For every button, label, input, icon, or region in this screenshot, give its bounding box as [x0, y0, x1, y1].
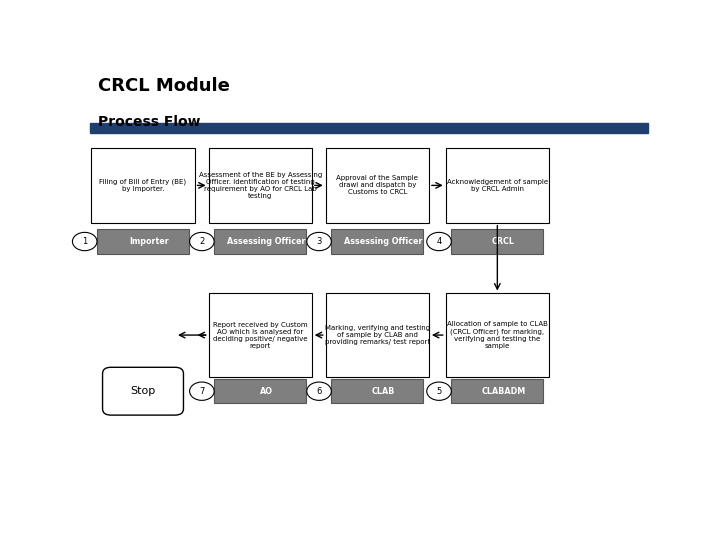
Text: 2: 2 — [199, 237, 204, 246]
Text: CRCL: CRCL — [492, 237, 515, 246]
Text: Acknowledgement of sample
by CRCL Admin: Acknowledgement of sample by CRCL Admin — [447, 179, 548, 192]
Text: Marking, verifying and testing
of sample by CLAB and
providing remarks/ test rep: Marking, verifying and testing of sample… — [325, 325, 430, 345]
Text: Report received by Custom
AO which is analysed for
deciding positive/ negative
r: Report received by Custom AO which is an… — [213, 321, 307, 349]
FancyBboxPatch shape — [325, 294, 429, 377]
Text: Allocation of sample to CLAB
(CRCL Officer) for marking,
verifying and testing t: Allocation of sample to CLAB (CRCL Offic… — [447, 321, 548, 349]
Text: Importer: Importer — [130, 237, 169, 246]
Text: CRCL Module: CRCL Module — [99, 77, 230, 95]
Text: Assessing Officer: Assessing Officer — [227, 237, 305, 246]
Text: Process Flow: Process Flow — [99, 114, 201, 129]
Text: 4: 4 — [436, 237, 441, 246]
FancyBboxPatch shape — [331, 230, 423, 254]
Circle shape — [427, 232, 451, 251]
Circle shape — [307, 382, 331, 400]
FancyBboxPatch shape — [325, 148, 429, 223]
FancyBboxPatch shape — [446, 294, 549, 377]
Text: 7: 7 — [199, 387, 204, 396]
FancyBboxPatch shape — [331, 379, 423, 403]
Text: Assessment of the BE by Assessing
Officer. Identification of testing
requirement: Assessment of the BE by Assessing Office… — [199, 172, 322, 199]
FancyBboxPatch shape — [209, 294, 312, 377]
Bar — [90, 123, 648, 133]
Text: Filing of Bill of Entry (BE)
by Importer.: Filing of Bill of Entry (BE) by Importer… — [99, 179, 186, 192]
Text: AO: AO — [260, 387, 273, 396]
FancyBboxPatch shape — [97, 230, 189, 254]
FancyBboxPatch shape — [102, 367, 184, 415]
Text: Stop: Stop — [130, 386, 156, 396]
Text: CLAB: CLAB — [372, 387, 395, 396]
FancyBboxPatch shape — [214, 230, 306, 254]
FancyBboxPatch shape — [451, 379, 544, 403]
Circle shape — [189, 382, 214, 400]
Text: Approval of the Sample
drawl and dispatch by
Customs to CRCL: Approval of the Sample drawl and dispatc… — [336, 176, 418, 195]
Text: 1: 1 — [82, 237, 87, 246]
Circle shape — [307, 232, 331, 251]
FancyBboxPatch shape — [214, 379, 306, 403]
Text: Assessing Officer: Assessing Officer — [344, 237, 423, 246]
FancyBboxPatch shape — [446, 148, 549, 223]
Text: CLABADM: CLABADM — [482, 387, 526, 396]
Text: 5: 5 — [436, 387, 441, 396]
Circle shape — [189, 232, 214, 251]
FancyBboxPatch shape — [91, 148, 194, 223]
Circle shape — [73, 232, 97, 251]
Text: 6: 6 — [316, 387, 322, 396]
Text: 3: 3 — [316, 237, 322, 246]
FancyBboxPatch shape — [209, 148, 312, 223]
Circle shape — [427, 382, 451, 400]
FancyBboxPatch shape — [451, 230, 544, 254]
